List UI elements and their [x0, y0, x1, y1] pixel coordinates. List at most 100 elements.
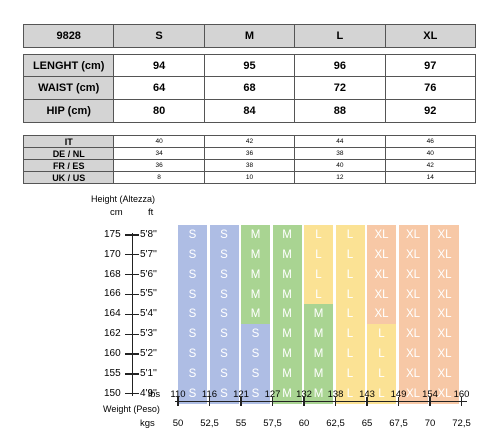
height-cm-label: 162	[104, 328, 121, 340]
size-cell: M	[241, 304, 270, 325]
size-cell: S	[209, 344, 239, 365]
height-tick	[125, 293, 133, 296]
table-cell: 38	[294, 147, 386, 160]
size-cell: XL	[398, 383, 428, 404]
size-cell: XL	[367, 304, 396, 325]
size-cell: S	[241, 363, 270, 384]
size-cell: XL	[398, 304, 428, 325]
size-cell: L	[304, 284, 333, 305]
row-label: UK / US	[22, 171, 115, 184]
table-cell: 84	[203, 99, 296, 123]
cm-label: cm	[110, 207, 123, 218]
height-ft-label: 5'1''	[140, 367, 157, 379]
size-cell: L	[367, 383, 396, 404]
size-cell: S	[209, 304, 239, 325]
table-cell: 80	[113, 99, 205, 123]
size-cell: S	[178, 284, 207, 305]
size-cell: L	[367, 324, 396, 345]
size-cell: L	[335, 304, 365, 325]
table-row: DE / NL 34 36 38 40	[22, 147, 477, 160]
size-cell: M	[241, 284, 270, 305]
ft-label: ft	[148, 207, 154, 218]
height-ft-label: 5'6''	[140, 268, 157, 280]
height-cm-label: 150	[104, 387, 121, 399]
size-cell: S	[178, 363, 207, 384]
size-cell: M	[272, 225, 302, 245]
spacer-cell	[23, 46, 476, 55]
weight-tick	[460, 397, 463, 406]
weight-kgs-label: 55	[235, 418, 247, 429]
weight-kgs-label: 65	[361, 418, 373, 429]
height-ft-label: 5'5''	[140, 288, 157, 300]
weight-tick	[177, 397, 179, 406]
size-cell: XL	[430, 244, 459, 265]
size-cell: L	[367, 344, 396, 365]
table-cell: 72	[294, 76, 386, 101]
kgs-label: kgs	[140, 418, 155, 429]
row-label: DE / NL	[22, 147, 115, 160]
weight-lbs-label: 138	[327, 389, 344, 400]
weight-tick	[429, 397, 431, 406]
size-cell: S	[178, 264, 207, 285]
size-cell: XL	[398, 284, 428, 305]
size-cell: XL	[367, 284, 396, 305]
size-cell: M	[241, 225, 270, 245]
height-ft-label: 5'4''	[140, 308, 157, 320]
height-tick	[125, 313, 133, 316]
height-cm-label: 155	[104, 367, 121, 379]
size-cell: XL	[398, 225, 428, 245]
size-cell: XL	[430, 363, 459, 384]
size-cell: L	[335, 244, 365, 265]
measurement-header-row: 9828 S M L XL	[22, 24, 477, 48]
table-row: LENGHT (cm) 94 95 96 97	[22, 53, 477, 78]
lbs-label: ibs	[148, 389, 161, 400]
size-cell: S	[209, 324, 239, 345]
size-cell: M	[272, 363, 302, 384]
size-cell: M	[272, 344, 302, 365]
size-cell: XL	[367, 225, 396, 245]
height-tick	[125, 234, 133, 236]
table-row: HIP (cm) 80 84 88 92	[22, 99, 477, 123]
size-cell: M	[272, 324, 302, 345]
height-axis-title: Height (Altezza)	[91, 194, 156, 204]
table-row: FR / ES 36 38 40 42	[22, 159, 477, 172]
size-cell: S	[178, 383, 207, 404]
size-cell: M	[241, 244, 270, 265]
size-cell: M	[241, 264, 270, 285]
height-tick	[133, 393, 139, 395]
size-cell: XL	[398, 324, 428, 345]
size-cell: S	[209, 363, 239, 384]
height-cm-label: 160	[104, 348, 121, 360]
table-cell: 42	[203, 135, 296, 148]
height-tick	[125, 353, 133, 355]
row-label: HIP (cm)	[22, 99, 115, 123]
table-cell: 40	[294, 159, 386, 172]
height-tick	[133, 274, 139, 276]
table-cell: 94	[113, 53, 205, 78]
size-cell: M	[272, 383, 302, 404]
size-cell: M	[304, 363, 333, 384]
size-cell: L	[304, 244, 333, 265]
weight-kgs-label: 57,5	[263, 418, 282, 429]
size-cell: XL	[367, 244, 396, 265]
size-cell: XL	[398, 244, 428, 265]
height-tick	[125, 254, 133, 256]
table-cell: 12	[294, 171, 386, 184]
size-cell: L	[304, 264, 333, 285]
size-cell: XL	[430, 344, 459, 365]
measurement-table: 9828 S M L XL LENGHT (cm) 94 95 96 97 WA…	[22, 24, 477, 123]
size-cell: XL	[430, 304, 459, 325]
height-tick	[133, 313, 139, 316]
weight-lbs-label: 143	[359, 389, 375, 400]
weight-kgs-label: 52,5	[200, 418, 219, 429]
size-cell: S	[178, 324, 207, 345]
weight-tick	[397, 397, 400, 406]
table-cell: 36	[203, 147, 296, 160]
weight-tick	[240, 397, 242, 406]
table-cell: 40	[384, 147, 477, 160]
weight-kgs-label: 67,5	[389, 418, 408, 429]
table-cell: 88	[294, 99, 386, 123]
size-cell: L	[335, 225, 365, 245]
size-cell: S	[241, 324, 270, 345]
weight-lbs-label: 154	[422, 389, 438, 400]
